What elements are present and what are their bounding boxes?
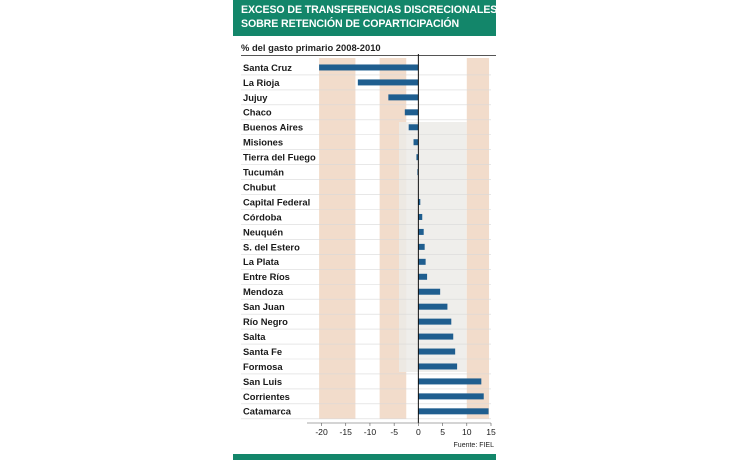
category-label: San Luis [243,376,282,387]
background-band [319,58,356,419]
category-label: Neuquén [243,226,283,237]
bar [388,94,419,101]
bar [418,303,448,310]
category-label: Misiones [243,137,283,148]
bar [418,318,452,325]
chart-subtitle: % del gasto primario 2008-2010 [241,42,381,53]
category-label: S. del Estero [243,241,300,252]
bar [418,378,482,385]
x-tick-label: 10 [462,427,472,437]
subtitle-divider [241,55,496,56]
bar [418,273,428,280]
category-label: La Plata [243,256,280,267]
category-label: Chaco [243,107,272,118]
chart-title-line-1: EXCESO DE TRANSFERENCIAS DISCRECIONALES [241,4,498,16]
category-label: Capital Federal [243,196,310,207]
background-band [466,58,490,419]
category-label: Salta [243,331,266,342]
category-label: Chubut [243,181,276,192]
bar [418,243,425,250]
bar [357,79,419,86]
category-label: Buenos Aires [243,122,303,133]
x-tick-label: 15 [486,427,496,437]
x-tick-label: -15 [340,427,353,437]
category-label: San Juan [243,301,285,312]
category-label: Formosa [243,361,283,372]
bar [418,199,421,206]
bar [418,408,489,415]
bar-chart: Santa Cruz La Rioja Jujuy Chaco Buenos Aires… [241,54,496,437]
x-tick-label: -20 [315,427,328,437]
category-label: Corrientes [243,391,290,402]
category-label: La Rioja [243,77,280,88]
category-label: Santa Cruz [243,62,292,73]
bar [418,258,426,265]
category-label: Santa Fe [243,346,282,357]
bar [413,139,419,146]
bar [418,363,458,370]
bar [319,64,419,71]
bar [418,228,424,235]
category-label: Córdoba [243,211,282,222]
bar [404,109,419,116]
chart-card: EXCESO DE TRANSFERENCIAS DISCRECIONALES … [233,0,498,460]
bar [416,154,419,161]
x-tick-label: 0 [416,427,421,437]
bar [408,124,419,131]
footer-bar [233,454,496,460]
category-label: Catamarca [243,406,292,417]
bar [418,288,441,295]
chart-header: EXCESO DE TRANSFERENCIAS DISCRECIONALES … [233,0,498,36]
bar [418,213,423,220]
bar [418,393,484,400]
chart-title-line-2: SOBRE RETENCIÓN DE COPARTICIPACIÓN [241,18,460,30]
category-label: Río Negro [243,316,288,327]
x-tick-label: 5 [440,427,445,437]
category-label: Tucumán [243,167,284,178]
category-label: Entre Ríos [243,271,290,282]
bar [418,333,454,340]
bar [418,348,456,355]
source-note: Fuente: FIEL [453,442,494,449]
x-tick-label: -10 [364,427,377,437]
x-tick-label: -5 [390,427,398,437]
banknote-portrait-area [399,122,467,372]
category-label: Mendoza [243,286,284,297]
category-label: Jujuy [243,92,268,103]
category-label: Tierra del Fuego [243,152,316,163]
